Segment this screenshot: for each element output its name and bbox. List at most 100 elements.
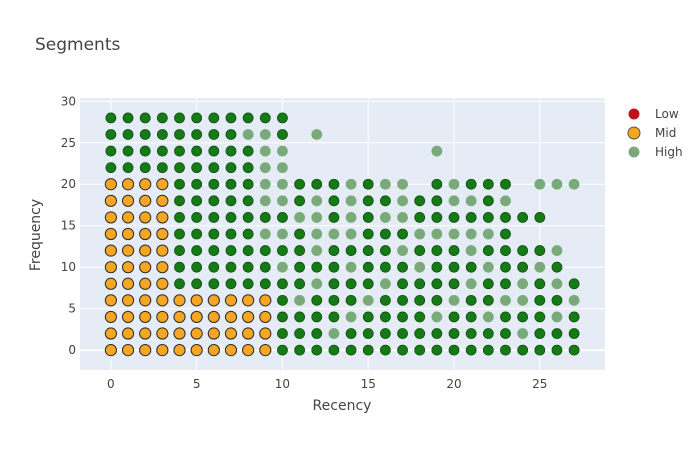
mid-point	[139, 178, 152, 191]
high-point	[311, 328, 323, 339]
mid-point	[139, 327, 152, 340]
high-point	[208, 212, 220, 223]
legend-item-low[interactable]: Low	[628, 107, 679, 121]
high-point	[517, 294, 529, 306]
high-point	[517, 245, 529, 256]
high-point	[156, 145, 168, 157]
high-point	[397, 245, 408, 256]
high-point	[551, 311, 563, 323]
mid-point	[242, 294, 255, 307]
high-point	[482, 261, 494, 273]
high-point	[105, 145, 117, 157]
mid-point	[242, 327, 255, 340]
legend[interactable]: Low Mid High	[627, 107, 683, 159]
high-point	[500, 344, 511, 356]
high-point	[191, 195, 203, 207]
high-point	[448, 344, 460, 356]
high-point	[379, 178, 391, 190]
high-point	[259, 278, 271, 290]
mid-point	[121, 211, 135, 224]
high-point	[311, 195, 323, 207]
mid-point	[207, 343, 220, 357]
high-point	[122, 112, 134, 124]
high-point	[208, 178, 220, 190]
high-point	[517, 344, 529, 356]
high-point	[431, 145, 443, 157]
legend-item-high[interactable]: High	[628, 145, 683, 159]
high-point	[294, 178, 306, 190]
high-point	[431, 178, 443, 190]
high-point	[465, 261, 477, 273]
mid-point	[104, 227, 117, 241]
mid-point	[173, 343, 186, 357]
high-point	[568, 178, 580, 190]
high-point	[345, 212, 357, 223]
high-point	[294, 311, 306, 323]
high-point	[191, 228, 203, 240]
high-point	[225, 129, 237, 140]
high-point	[379, 261, 391, 273]
high-point	[277, 112, 288, 124]
high-point	[448, 245, 460, 256]
high-point	[174, 145, 185, 157]
high-point	[517, 212, 529, 223]
high-point	[277, 145, 288, 157]
high-point	[414, 278, 426, 290]
legend-item-mid[interactable]: Mid	[627, 126, 676, 140]
high-point	[534, 278, 546, 290]
mid-point	[156, 327, 169, 340]
high-point	[465, 311, 477, 323]
mid-point	[121, 277, 135, 290]
chart-title: Segments	[35, 35, 121, 55]
high-point	[465, 278, 477, 290]
high-point	[105, 162, 117, 174]
high-point	[105, 112, 117, 124]
mid-point	[156, 211, 169, 224]
mid-point	[259, 294, 272, 307]
high-point	[448, 311, 460, 323]
high-point	[465, 328, 477, 339]
high-point	[465, 344, 477, 356]
high-point	[294, 278, 306, 290]
high-point	[122, 145, 134, 157]
mid-point	[139, 294, 152, 307]
y-axis-title: Frequency	[28, 199, 44, 271]
high-point	[277, 178, 288, 190]
mid-point	[156, 244, 169, 257]
high-point	[225, 178, 237, 190]
high-point	[311, 212, 323, 223]
high-point	[139, 145, 151, 157]
high-point	[208, 261, 220, 273]
high-point	[431, 261, 443, 273]
mid-point	[173, 310, 186, 324]
mid-point	[190, 294, 203, 307]
y-tick-label: 10	[61, 260, 76, 274]
high-point	[345, 195, 357, 207]
mid-point	[139, 194, 152, 207]
high-point	[465, 212, 477, 223]
legend-marker	[628, 108, 640, 120]
high-point	[397, 294, 408, 306]
high-point	[431, 278, 443, 290]
mid-point	[259, 310, 272, 324]
high-point	[362, 245, 374, 256]
high-point	[259, 228, 271, 240]
high-point	[500, 228, 511, 240]
mid-point	[156, 277, 169, 290]
high-point	[534, 261, 546, 273]
mid-point	[224, 327, 238, 340]
high-point	[500, 245, 511, 256]
high-point	[225, 245, 237, 256]
mid-point	[173, 294, 186, 307]
high-point	[448, 212, 460, 223]
high-point	[500, 294, 511, 306]
high-point	[482, 245, 494, 256]
y-tick-label: 30	[61, 94, 76, 108]
high-point	[551, 278, 563, 290]
high-point	[242, 245, 254, 256]
high-point	[448, 261, 460, 273]
high-point	[517, 278, 529, 290]
high-point	[482, 195, 494, 207]
high-point	[362, 311, 374, 323]
